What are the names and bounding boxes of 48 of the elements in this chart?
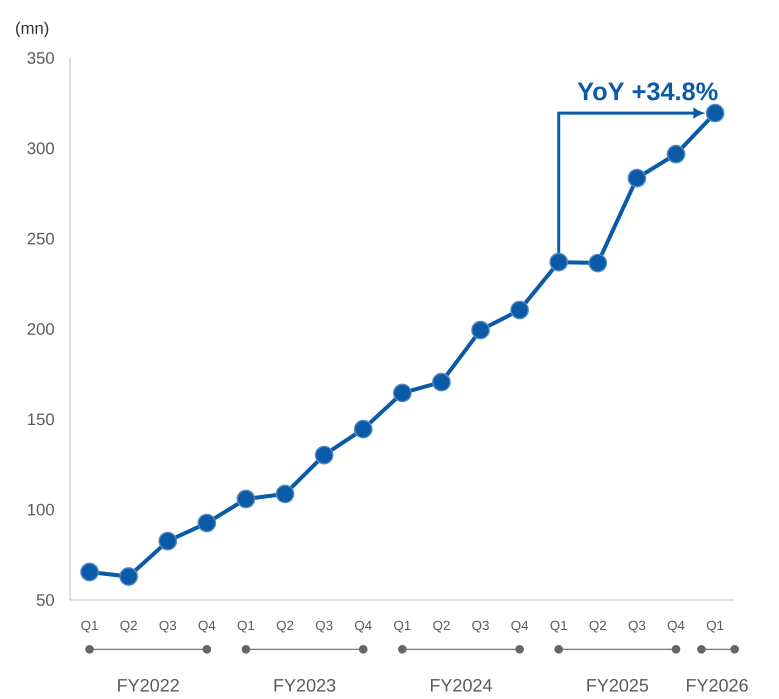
- x-tick-label: Q3: [472, 620, 489, 633]
- y-tick-label: 350: [27, 52, 54, 64]
- point: [314, 446, 334, 464]
- point: [392, 384, 412, 402]
- x-tick-label: Q2: [276, 620, 294, 633]
- point: [198, 514, 216, 532]
- point: [236, 490, 256, 508]
- x-tick-label: Q1: [550, 620, 567, 633]
- point: [432, 372, 451, 392]
- text: FY2024: [430, 678, 492, 692]
- x-tick-label: Q3: [159, 620, 176, 633]
- x-tick-label: Q3: [316, 620, 332, 633]
- point: [628, 168, 646, 188]
- text: FY2023: [274, 678, 336, 692]
- y-tick-label: 100: [28, 504, 54, 516]
- y-tick-label: 150: [28, 413, 54, 426]
- y-tick-label: 250: [28, 232, 54, 245]
- text: FY2022: [118, 678, 179, 692]
- x-tick-label: Q1: [238, 620, 254, 633]
- text: FY2026: [687, 678, 748, 692]
- x-tick-label: Q2: [590, 620, 606, 633]
- x-tick-label: Q1: [394, 620, 411, 633]
- point: [80, 562, 99, 582]
- y-axis-title: (mn): [16, 22, 48, 38]
- x-tick-label: Q1: [706, 620, 724, 633]
- x-tick-label: Q4: [668, 620, 685, 633]
- point: [354, 420, 373, 438]
- x-tick-label: Q4: [511, 620, 528, 633]
- point: [119, 567, 138, 586]
- point: [510, 300, 529, 320]
- point: [706, 104, 724, 122]
- point: [276, 484, 294, 504]
- point: [666, 144, 686, 164]
- x-tick-label: Q4: [354, 620, 372, 633]
- x-tick-label: Q2: [120, 620, 137, 633]
- y-tick-label: 300: [27, 142, 54, 154]
- point: [549, 252, 568, 272]
- point: [588, 254, 608, 272]
- y-tick-label: 200: [28, 323, 54, 335]
- x-tick-label: Q4: [198, 620, 216, 633]
- x-tick-label: Q3: [628, 620, 646, 633]
- point: [471, 320, 490, 340]
- annotation: YoY +34.8%: [578, 82, 718, 100]
- y-tick-label: 50: [36, 594, 54, 606]
- point: [158, 532, 178, 550]
- text: FY2025: [587, 678, 648, 692]
- x-tick-label: Q2: [433, 620, 450, 633]
- x-tick-label: Q1: [81, 620, 98, 633]
